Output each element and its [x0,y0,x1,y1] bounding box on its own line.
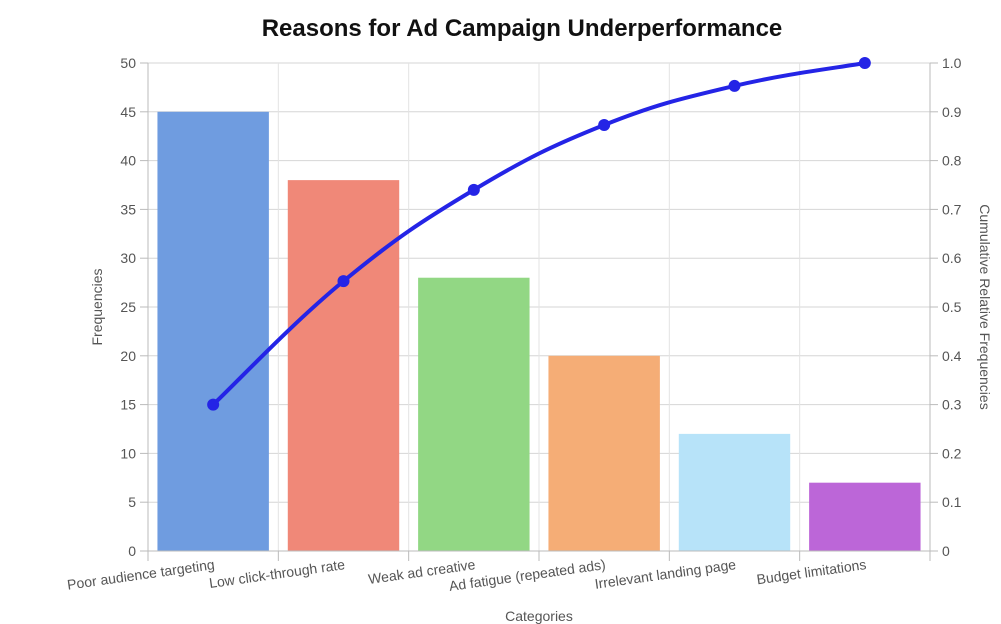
y2-tick-label: 0.9 [942,104,962,120]
cumulative-point [467,183,480,196]
y-tick-label: 15 [120,397,136,413]
cumulative-line-series [207,57,871,411]
bar [809,482,921,551]
y-tick-label: 25 [120,299,136,315]
cumulative-point [337,275,350,288]
x-tick-label: Poor audience targeting [66,556,215,593]
y2-tick-label: 0.4 [942,348,962,364]
y-tick-label: 45 [120,104,136,120]
y2-tick-label: 0.6 [942,250,962,266]
bar [418,277,530,551]
y-tick-label: 50 [120,55,136,71]
x-tick-label: Low click-through rate [208,556,346,591]
axes [140,62,938,561]
bar [157,111,269,552]
y2-tick-label: 0.3 [942,397,962,413]
cumulative-point [728,79,741,92]
cumulative-point [207,398,220,411]
y2-tick-label: 0.8 [942,153,962,169]
y2-axis-title: Cumulative Relative Frequencies [977,204,993,409]
y-tick-label: 35 [120,201,136,217]
bar-series [157,111,921,552]
y2-tick-label: 0.1 [942,494,962,510]
bar [287,180,400,551]
y-tick-label: 0 [128,543,136,559]
y-tick-label: 40 [120,153,136,169]
cumulative-point [598,118,611,131]
x-tick-label: Irrelevant landing page [594,556,737,592]
x-tick-label: Budget limitations [756,556,868,587]
y2-tick-label: 0.7 [942,201,962,217]
y2-tick-label: 0.5 [942,299,962,315]
y2-tick-label: 1.0 [942,55,962,71]
y2-tick-label: 0 [942,543,950,559]
cumulative-point [858,57,871,69]
chart-title: Reasons for Ad Campaign Underperformance [262,15,783,42]
cumulative-line [211,61,867,407]
x-axis-title: Categories [505,608,573,624]
y-tick-label: 10 [120,445,136,461]
y-tick-label: 30 [120,250,136,266]
y2-tick-label: 0.2 [942,445,962,461]
bar [548,355,660,551]
bar [678,433,791,551]
y-tick-label: 20 [120,348,136,364]
y-tick-label: 5 [128,494,136,510]
y-axis-title: Frequencies [89,268,105,345]
